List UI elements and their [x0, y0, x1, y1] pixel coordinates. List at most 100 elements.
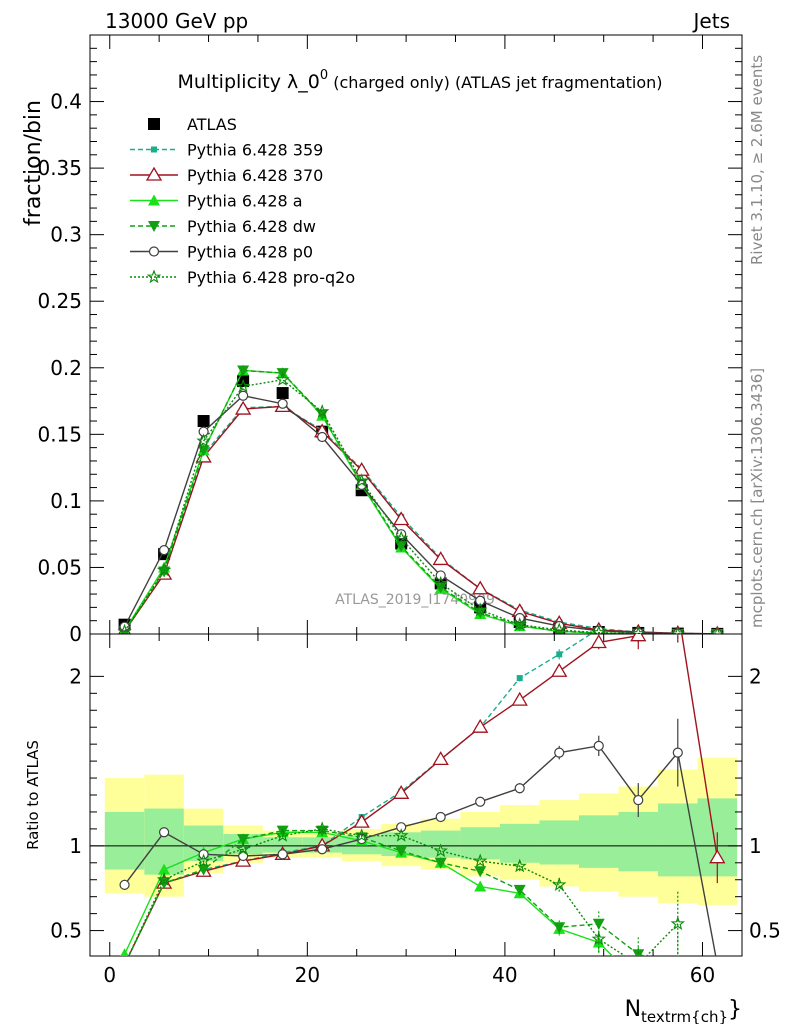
- data-point: [158, 827, 170, 838]
- ratio-band-green: [262, 837, 303, 853]
- data-point: [276, 387, 289, 400]
- ratio-xtick-label: 0: [103, 963, 116, 987]
- ratio-axis-label: Ratio to ATLAS: [24, 740, 42, 850]
- data-point: [158, 863, 171, 875]
- data-point: [158, 545, 170, 556]
- legend-label: Pythia 6.428 p0: [187, 243, 313, 262]
- series-line: [123, 831, 614, 956]
- data-point: [474, 866, 487, 878]
- data-point: [593, 740, 604, 751]
- data-point: [354, 828, 369, 842]
- data-point: [197, 415, 210, 428]
- data-point: [633, 959, 644, 970]
- legend-marker: [148, 246, 160, 257]
- ratio-xtick-label: 40: [492, 963, 517, 987]
- series-line: [123, 369, 718, 634]
- data-point: [237, 834, 250, 846]
- ratio-ytick-label: 2: [69, 664, 82, 688]
- data-point: [709, 849, 726, 864]
- mcplots-label: mcplots.cern.ch [arXiv:1306.3436]: [748, 368, 766, 628]
- series-line: [127, 634, 593, 956]
- data-point: [275, 828, 290, 842]
- data-point: [119, 879, 130, 890]
- data-point: [516, 675, 523, 682]
- plot-title: Multiplicity λ_00 (charged only) (ATLAS …: [178, 68, 663, 93]
- main-ytick-label: 0.25: [37, 289, 82, 313]
- series-line: [127, 829, 648, 956]
- data-point: [197, 864, 210, 876]
- ratio-ytick-label-right: 0.5: [749, 919, 781, 943]
- data-point: [119, 959, 131, 970]
- data-point: [671, 602, 685, 614]
- legend-label: Pythia 6.428 a: [187, 192, 303, 211]
- legend-label: Pythia 6.428 359: [187, 141, 323, 160]
- series-layer: [119, 602, 726, 986]
- main-ytick-label: 0.1: [50, 489, 82, 513]
- data-point: [314, 821, 330, 835]
- data-point: [511, 691, 528, 706]
- data-point: [633, 794, 644, 806]
- data-point: [432, 551, 449, 566]
- data-point: [158, 566, 171, 578]
- data-point: [238, 390, 249, 401]
- data-point: [631, 625, 646, 634]
- series-layer: [117, 364, 725, 634]
- data-point: [354, 473, 369, 488]
- data-point: [235, 841, 251, 856]
- data-point: [314, 404, 330, 418]
- data-point: [435, 811, 446, 823]
- data-point: [393, 785, 410, 799]
- process-label: Jets: [692, 9, 730, 33]
- legend-label: Pythia 6.428 pro-q2o: [187, 268, 355, 287]
- data-point: [432, 751, 449, 766]
- data-point: [122, 961, 128, 967]
- data-point: [120, 948, 129, 956]
- ratio-band-green: [579, 815, 619, 868]
- data-point: [475, 796, 486, 807]
- legend-label: ATLAS: [187, 115, 237, 134]
- main-ytick-label: 0.15: [37, 422, 82, 446]
- data-point: [710, 626, 725, 634]
- data-point: [556, 651, 563, 658]
- data-point: [156, 872, 172, 886]
- main-ytick-label: 0: [69, 622, 82, 646]
- plot-title-sup: 0: [320, 68, 328, 83]
- data-point: [433, 575, 448, 590]
- data-point: [393, 828, 409, 842]
- ratio-ytick-label-right: 2: [749, 664, 762, 688]
- main-ytick-label: 0.4: [50, 90, 82, 114]
- data-point: [434, 857, 447, 869]
- data-point: [196, 853, 211, 868]
- ratio-xtick-label: 60: [690, 963, 715, 987]
- data-point: [630, 634, 647, 642]
- data-point: [395, 845, 408, 857]
- data-point: [474, 880, 487, 892]
- data-point: [395, 541, 408, 553]
- data-point: [591, 625, 607, 634]
- data-point: [591, 931, 607, 946]
- data-point: [672, 959, 684, 970]
- data-point: [472, 580, 489, 595]
- ratio-ytick-label: 1: [69, 834, 82, 858]
- data-point: [513, 884, 526, 896]
- data-point: [551, 662, 568, 677]
- main-ytick-label: 0.05: [37, 555, 82, 579]
- data-point: [119, 959, 130, 970]
- legend: ATLAS Pythia 6.428 359 Pythia 6.428 370 Pyt…: [130, 115, 355, 287]
- data-point: [670, 626, 685, 634]
- data-point: [197, 445, 210, 457]
- data-point: [553, 922, 566, 934]
- legend-marker: [148, 221, 160, 232]
- series-line: [123, 379, 718, 634]
- data-point: [234, 400, 252, 415]
- ratio-band-green: [499, 823, 540, 863]
- legend-label: Pythia 6.428 370: [187, 166, 323, 185]
- data-point: [592, 918, 605, 930]
- legend-marker: [151, 146, 157, 153]
- rivet-version-label: Rivet 3.1.10, ≥ 2.6M events: [748, 55, 766, 265]
- legend-label: Pythia 6.428 dw: [187, 217, 316, 236]
- ratio-xtick-label: 20: [295, 963, 320, 987]
- ratio-band-green: [618, 811, 659, 872]
- data-point: [632, 975, 644, 986]
